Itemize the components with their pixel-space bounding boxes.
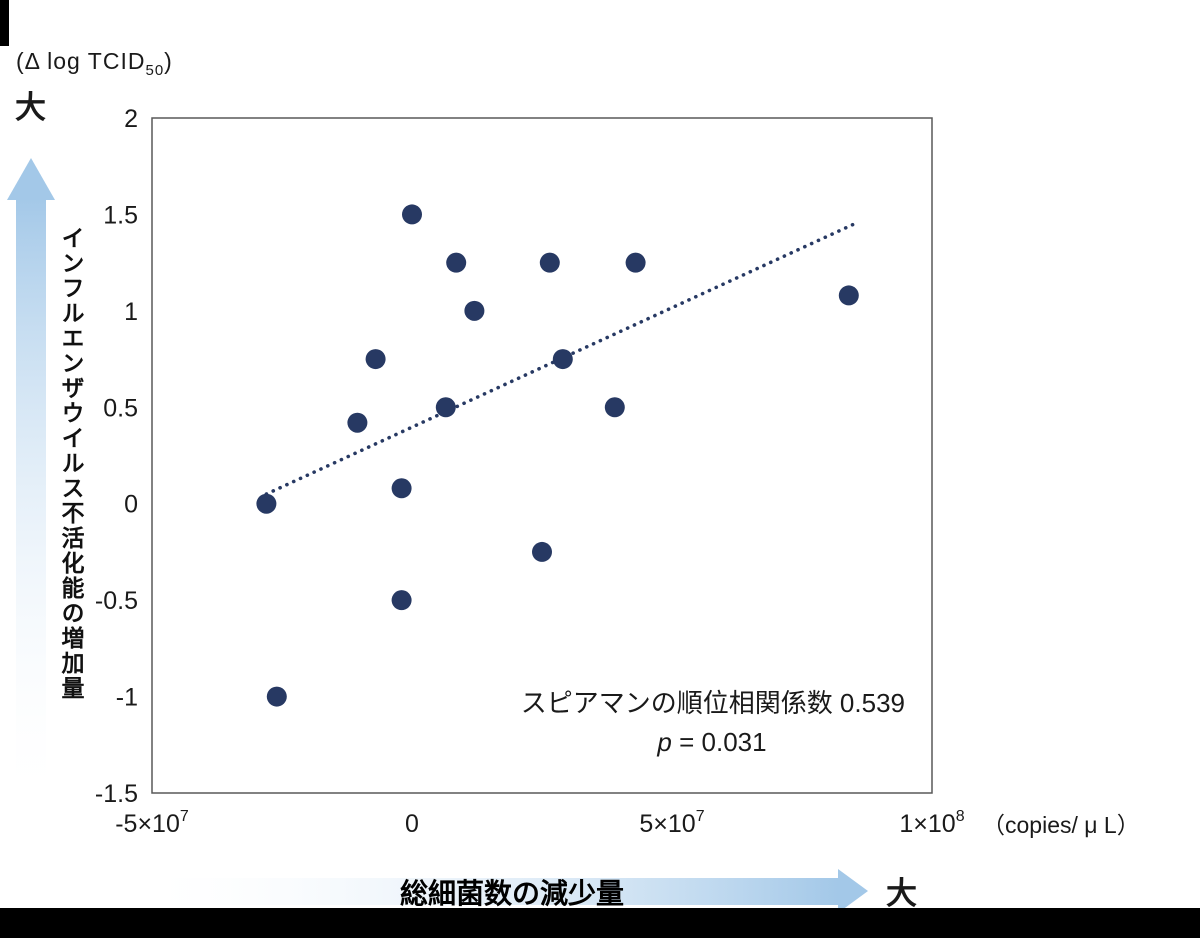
data-point <box>365 349 386 370</box>
y-tick-label: 1 <box>124 298 138 326</box>
data-point <box>604 397 625 418</box>
data-point <box>464 300 485 321</box>
y-direction-large-label: 大 <box>15 90 46 125</box>
x-tick-label: -5×107 <box>115 808 189 838</box>
x-direction-large-label: 大 <box>886 876 917 911</box>
x-tick-label: 5×107 <box>639 808 704 838</box>
y-direction-arrow-body <box>16 196 46 780</box>
screen-edge-artifact-topleft <box>0 0 9 46</box>
y-unit-suffix: ) <box>164 48 173 74</box>
y-tick-label: -1 <box>116 684 138 712</box>
data-point <box>552 349 573 370</box>
y-tick-label: 0 <box>124 491 138 519</box>
y-tick-label: -0.5 <box>95 587 138 615</box>
y-tick-label: 1.5 <box>103 201 138 229</box>
y-unit-subscript: 50 <box>145 62 165 79</box>
data-point <box>838 285 859 306</box>
data-point <box>266 686 287 707</box>
y-tick-label: 2 <box>124 105 138 133</box>
x-tick-label: 1×108 <box>899 808 964 838</box>
screen-edge-artifact-bottom <box>0 908 1200 938</box>
data-point <box>435 397 456 418</box>
x-axis-title: 総細菌数の減少量 <box>399 878 625 909</box>
x-tick-label: 0 <box>405 810 419 838</box>
x-direction-arrow-head <box>838 869 868 913</box>
annotation-spearman: スピアマンの順位相関係数 0.539 <box>521 688 905 718</box>
data-point <box>391 478 412 499</box>
y-direction-arrow-head <box>7 158 55 200</box>
plot-frame <box>151 117 933 794</box>
y-tick-label: -1.5 <box>95 780 138 808</box>
data-point <box>446 252 467 273</box>
annotation-pvalue: p = 0.031 <box>656 727 766 757</box>
y-unit-prefix: (Δ log TCID <box>16 48 146 74</box>
data-point <box>347 412 368 433</box>
x-axis-unit-label: （copies/ μ L） <box>982 812 1140 838</box>
data-point <box>539 252 560 273</box>
data-point <box>256 493 277 514</box>
y-axis-title: インフルエンザウイルス不活化能の増加量 <box>58 226 84 701</box>
data-point <box>402 204 422 225</box>
x-direction-arrow-body <box>170 878 838 905</box>
y-axis-unit-label: (Δ log TCID50) <box>16 48 173 79</box>
data-point <box>532 541 552 562</box>
y-tick-label: 0.5 <box>103 394 138 422</box>
data-point <box>625 252 646 273</box>
data-point <box>391 590 412 611</box>
